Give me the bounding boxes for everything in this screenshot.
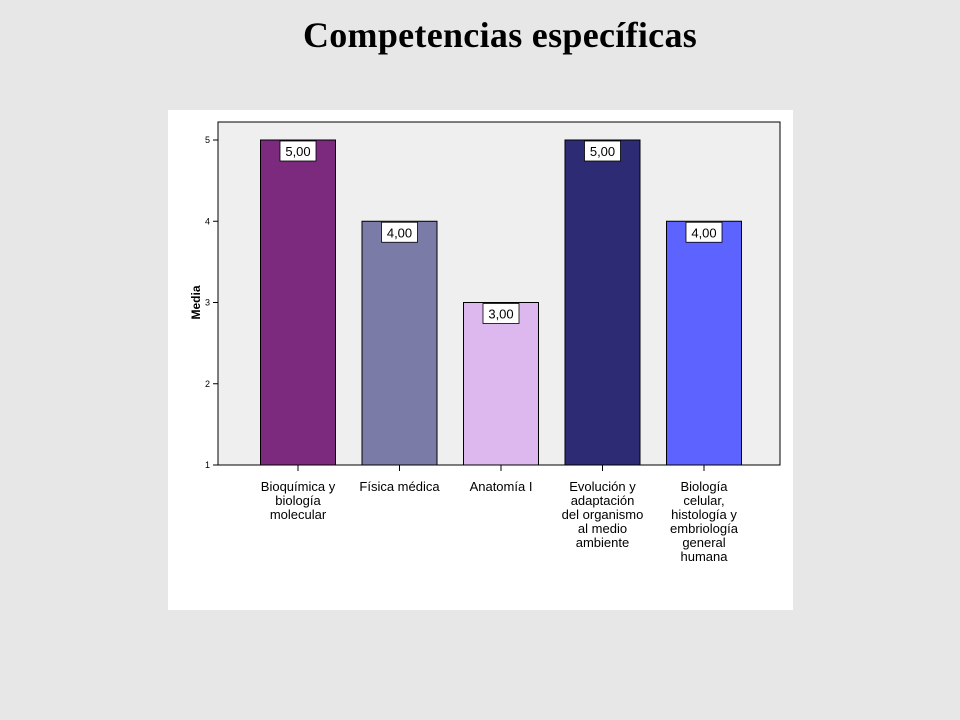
data-label: 3,00 xyxy=(488,307,513,322)
y-tick-label: 3 xyxy=(205,298,210,308)
x-tick-label-line: Física médica xyxy=(359,479,440,494)
x-tick-label-line: Bioquímica y xyxy=(261,479,336,494)
data-label-box xyxy=(381,221,418,243)
x-tick-label-line: humana xyxy=(681,549,729,564)
x-tick-label-line: biología xyxy=(275,493,321,508)
x-tick-label: Física médica xyxy=(359,479,440,494)
x-tick-label-line: general xyxy=(682,535,725,550)
x-tick-label-line: Biología xyxy=(681,479,729,494)
bar xyxy=(361,220,438,466)
data-label-box xyxy=(584,140,621,162)
y-axis-label: Media xyxy=(189,285,203,319)
data-label: 4,00 xyxy=(691,225,716,240)
x-tick-label-line: histología y xyxy=(671,507,737,522)
data-label: 5,00 xyxy=(590,144,615,159)
data-label: 4,00 xyxy=(387,225,412,240)
x-tick-label-line: molecular xyxy=(270,507,327,522)
x-tick-label-line: del organismo xyxy=(562,507,644,522)
x-tick-label: Biología celular, histología y embriología g… xyxy=(670,479,739,564)
slide-title: Competencias específicas xyxy=(302,15,698,55)
bar xyxy=(463,302,539,466)
data-label-box xyxy=(279,140,317,162)
bar xyxy=(564,139,641,466)
x-tick-label-line: adaptación xyxy=(571,493,635,508)
bar-chart: 1 2 3 4 5 Media 5,00 Bioquímica y biología molecu… xyxy=(189,121,781,564)
x-tick-label-line: Evolución y xyxy=(569,479,636,494)
bar xyxy=(260,139,336,466)
x-tick-label: Evolución y adaptación del organismo al med… xyxy=(562,479,644,550)
y-tick-label: 2 xyxy=(205,379,210,389)
x-tick-label-line: al medio xyxy=(578,521,627,536)
data-label-box xyxy=(685,221,723,243)
x-tick-label: Anatomía I xyxy=(470,479,533,494)
y-tick-label: 1 xyxy=(205,460,210,470)
x-tick-label: Bioquímica y biología molecular xyxy=(261,479,336,522)
y-tick-label: 5 xyxy=(205,135,210,145)
x-tick-label-line: embriología xyxy=(670,521,739,536)
x-tick-label-line: Anatomía I xyxy=(470,479,533,494)
x-tick-label-line: celular, xyxy=(683,493,724,508)
x-tick-label-line: ambiente xyxy=(576,535,629,550)
chart-panel: 1 2 3 4 5 Media 5,00 Bioquímica y biología molecu… xyxy=(168,110,793,610)
bar xyxy=(666,220,742,466)
data-label-box xyxy=(482,303,520,324)
data-label: 5,00 xyxy=(285,144,310,159)
y-tick-label: 4 xyxy=(205,216,210,226)
